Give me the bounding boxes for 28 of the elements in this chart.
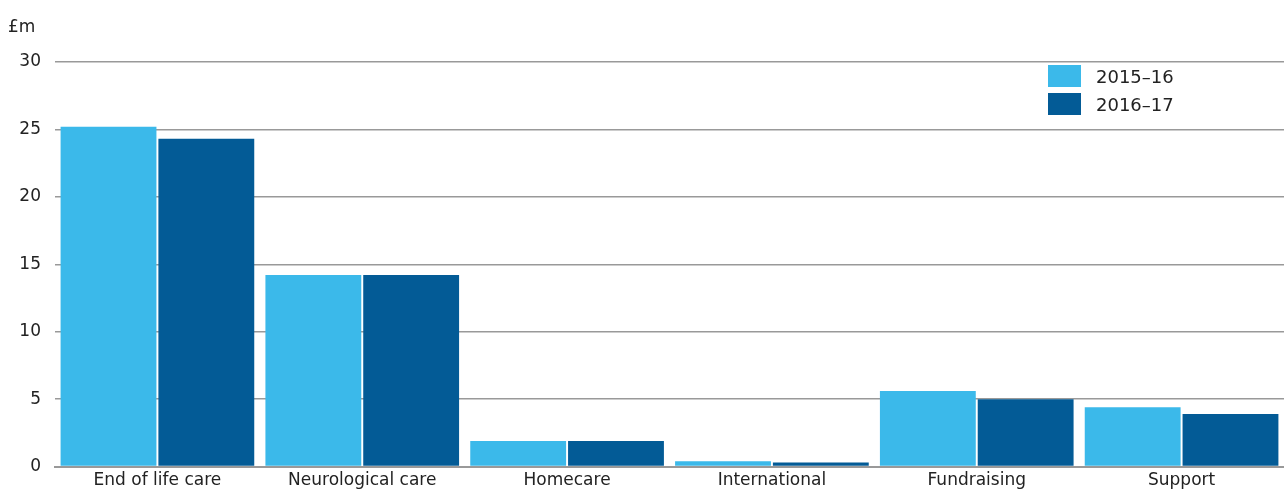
bar	[265, 275, 362, 466]
x-tick-label: Support	[1147, 469, 1216, 490]
x-tick-label: End of life care	[93, 469, 222, 490]
bar	[158, 138, 255, 466]
legend-label: 2015–16	[1096, 65, 1174, 87]
bar	[879, 391, 976, 466]
y-tick-label: 5	[30, 387, 41, 408]
bar	[1084, 407, 1181, 466]
y-tick-label: 20	[19, 185, 41, 206]
legend-label: 2016–17	[1096, 93, 1174, 115]
bar	[772, 462, 869, 466]
x-tick-label: Fundraising	[927, 469, 1026, 490]
y-tick-label: 0	[30, 455, 41, 476]
bar	[60, 126, 157, 466]
y-tick-label: 10	[19, 320, 41, 341]
y-tick-label: 15	[19, 252, 41, 273]
y-tick-label: 25	[19, 117, 41, 138]
y-axis-title: £m	[8, 16, 36, 36]
x-tick-label: Neurological care	[288, 469, 437, 490]
bar	[1182, 414, 1279, 466]
x-tick-label: Homecare	[523, 469, 611, 490]
bar	[363, 275, 460, 466]
bar	[470, 440, 567, 466]
bar	[977, 399, 1074, 466]
bar	[568, 440, 664, 466]
bar	[675, 461, 771, 466]
x-tick-label: International	[717, 469, 827, 490]
y-tick-label: 30	[19, 50, 41, 71]
